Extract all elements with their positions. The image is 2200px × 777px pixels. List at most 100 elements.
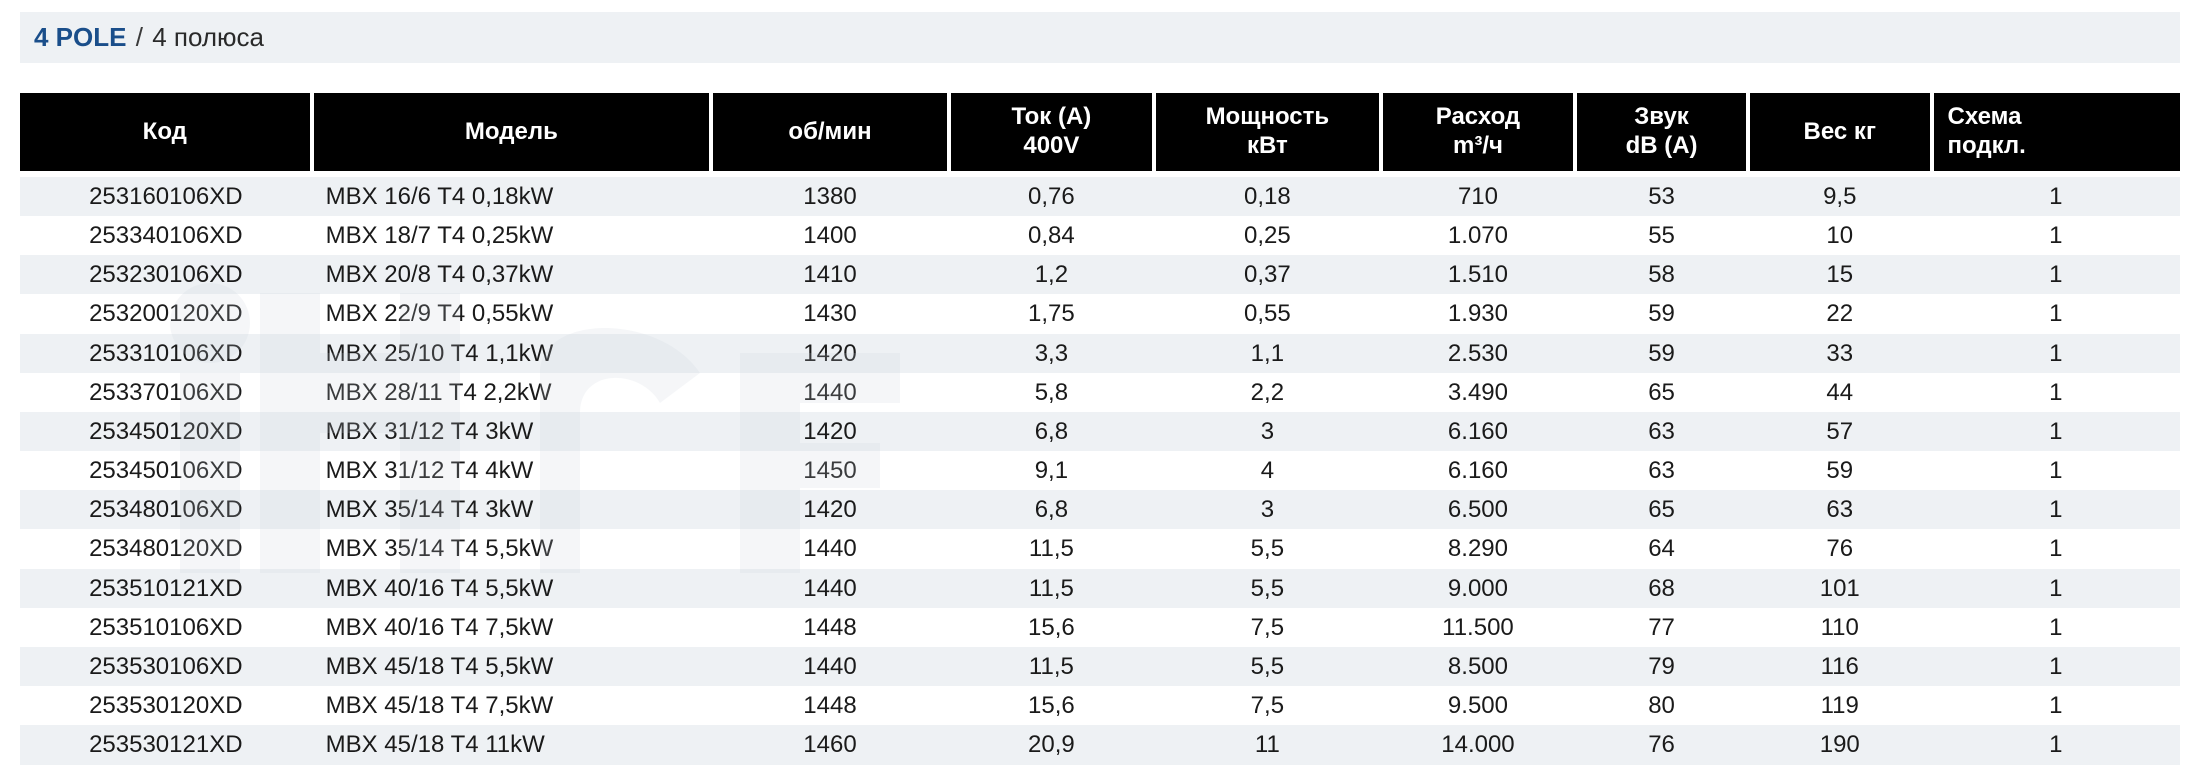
cell-kg: 190 [1748, 725, 1932, 764]
cell-sch: 1 [1932, 451, 2180, 490]
cell-rpm: 1440 [711, 529, 949, 568]
cell-rpm: 1460 [711, 725, 949, 764]
cell-kg: 101 [1748, 569, 1932, 608]
cell-rpm: 1448 [711, 686, 949, 725]
cell-db: 79 [1575, 647, 1748, 686]
cell-kg: 33 [1748, 334, 1932, 373]
cell-amps: 9,1 [949, 451, 1154, 490]
cell-flow: 9.500 [1381, 686, 1575, 725]
table-row: 253230106XDMBX 20/8 T4 0,37kW14101,20,37… [20, 255, 2180, 294]
spec-table: КодМодельоб/минТок (А)400VМощностькВтРас… [20, 93, 2180, 764]
cell-db: 58 [1575, 255, 1748, 294]
cell-db: 80 [1575, 686, 1748, 725]
cell-amps: 0,84 [949, 216, 1154, 255]
cell-kw: 4 [1154, 451, 1381, 490]
cell-flow: 2.530 [1381, 334, 1575, 373]
cell-model: MBX 28/11 T4 2,2kW [312, 373, 712, 412]
cell-db: 53 [1575, 174, 1748, 216]
cell-code: 253200120XD [20, 294, 312, 333]
cell-kg: 119 [1748, 686, 1932, 725]
cell-code: 253530106XD [20, 647, 312, 686]
cell-rpm: 1380 [711, 174, 949, 216]
cell-flow: 6.160 [1381, 451, 1575, 490]
col-header-model: Модель [312, 93, 712, 174]
cell-flow: 3.490 [1381, 373, 1575, 412]
cell-code: 253510121XD [20, 569, 312, 608]
cell-sch: 1 [1932, 569, 2180, 608]
cell-sch: 1 [1932, 255, 2180, 294]
table-row: 253310106XDMBX 25/10 T4 1,1kW14203,31,12… [20, 334, 2180, 373]
cell-model: MBX 45/18 T4 7,5kW [312, 686, 712, 725]
table-wrapper: КодМодельоб/минТок (А)400VМощностькВтРас… [20, 93, 2180, 764]
col-header-flow: Расходm³/ч [1381, 93, 1575, 174]
cell-kg: 116 [1748, 647, 1932, 686]
cell-rpm: 1420 [711, 490, 949, 529]
cell-model: MBX 45/18 T4 11kW [312, 725, 712, 764]
cell-rpm: 1420 [711, 412, 949, 451]
cell-kg: 9,5 [1748, 174, 1932, 216]
cell-model: MBX 16/6 T4 0,18kW [312, 174, 712, 216]
cell-amps: 11,5 [949, 529, 1154, 568]
cell-code: 253510106XD [20, 608, 312, 647]
table-row: 253480106XDMBX 35/14 T4 3kW14206,836.500… [20, 490, 2180, 529]
cell-sch: 1 [1932, 174, 2180, 216]
col-header-code: Код [20, 93, 312, 174]
cell-model: MBX 31/12 T4 3kW [312, 412, 712, 451]
cell-kw: 0,37 [1154, 255, 1381, 294]
section-header: 4 POLE / 4 полюса [20, 12, 2180, 63]
cell-model: MBX 22/9 T4 0,55kW [312, 294, 712, 333]
cell-kw: 2,2 [1154, 373, 1381, 412]
table-row: 253480120XDMBX 35/14 T4 5,5kW144011,55,5… [20, 529, 2180, 568]
cell-amps: 11,5 [949, 647, 1154, 686]
cell-kw: 7,5 [1154, 686, 1381, 725]
cell-flow: 710 [1381, 174, 1575, 216]
cell-code: 253450120XD [20, 412, 312, 451]
cell-kw: 3 [1154, 490, 1381, 529]
cell-sch: 1 [1932, 490, 2180, 529]
cell-model: MBX 35/14 T4 3kW [312, 490, 712, 529]
cell-kg: 76 [1748, 529, 1932, 568]
cell-code: 253480120XD [20, 529, 312, 568]
cell-kw: 0,55 [1154, 294, 1381, 333]
cell-db: 76 [1575, 725, 1748, 764]
cell-model: MBX 20/8 T4 0,37kW [312, 255, 712, 294]
section-title-bold: 4 POLE [34, 22, 126, 52]
cell-kg: 44 [1748, 373, 1932, 412]
cell-kg: 110 [1748, 608, 1932, 647]
cell-db: 68 [1575, 569, 1748, 608]
cell-code: 253160106XD [20, 174, 312, 216]
cell-flow: 6.160 [1381, 412, 1575, 451]
cell-db: 63 [1575, 412, 1748, 451]
cell-kw: 5,5 [1154, 569, 1381, 608]
cell-kg: 10 [1748, 216, 1932, 255]
cell-amps: 5,8 [949, 373, 1154, 412]
cell-rpm: 1448 [711, 608, 949, 647]
cell-kw: 11 [1154, 725, 1381, 764]
cell-rpm: 1410 [711, 255, 949, 294]
cell-db: 63 [1575, 451, 1748, 490]
cell-sch: 1 [1932, 216, 2180, 255]
cell-kw: 7,5 [1154, 608, 1381, 647]
cell-code: 253340106XD [20, 216, 312, 255]
cell-flow: 8.500 [1381, 647, 1575, 686]
cell-rpm: 1400 [711, 216, 949, 255]
cell-rpm: 1440 [711, 647, 949, 686]
cell-model: MBX 40/16 T4 7,5kW [312, 608, 712, 647]
cell-rpm: 1440 [711, 569, 949, 608]
table-row: 253450120XDMBX 31/12 T4 3kW14206,836.160… [20, 412, 2180, 451]
cell-model: MBX 25/10 T4 1,1kW [312, 334, 712, 373]
cell-code: 253450106XD [20, 451, 312, 490]
cell-kg: 57 [1748, 412, 1932, 451]
cell-amps: 15,6 [949, 686, 1154, 725]
col-header-sch: Схемаподкл. [1932, 93, 2180, 174]
table-row: 253450106XDMBX 31/12 T4 4kW14509,146.160… [20, 451, 2180, 490]
cell-model: MBX 35/14 T4 5,5kW [312, 529, 712, 568]
cell-model: MBX 18/7 T4 0,25kW [312, 216, 712, 255]
cell-sch: 1 [1932, 725, 2180, 764]
cell-kw: 1,1 [1154, 334, 1381, 373]
table-row: 253160106XDMBX 16/6 T4 0,18kW13800,760,1… [20, 174, 2180, 216]
cell-amps: 1,2 [949, 255, 1154, 294]
table-row: 253530120XDMBX 45/18 T4 7,5kW144815,67,5… [20, 686, 2180, 725]
cell-kw: 5,5 [1154, 529, 1381, 568]
cell-model: MBX 40/16 T4 5,5kW [312, 569, 712, 608]
